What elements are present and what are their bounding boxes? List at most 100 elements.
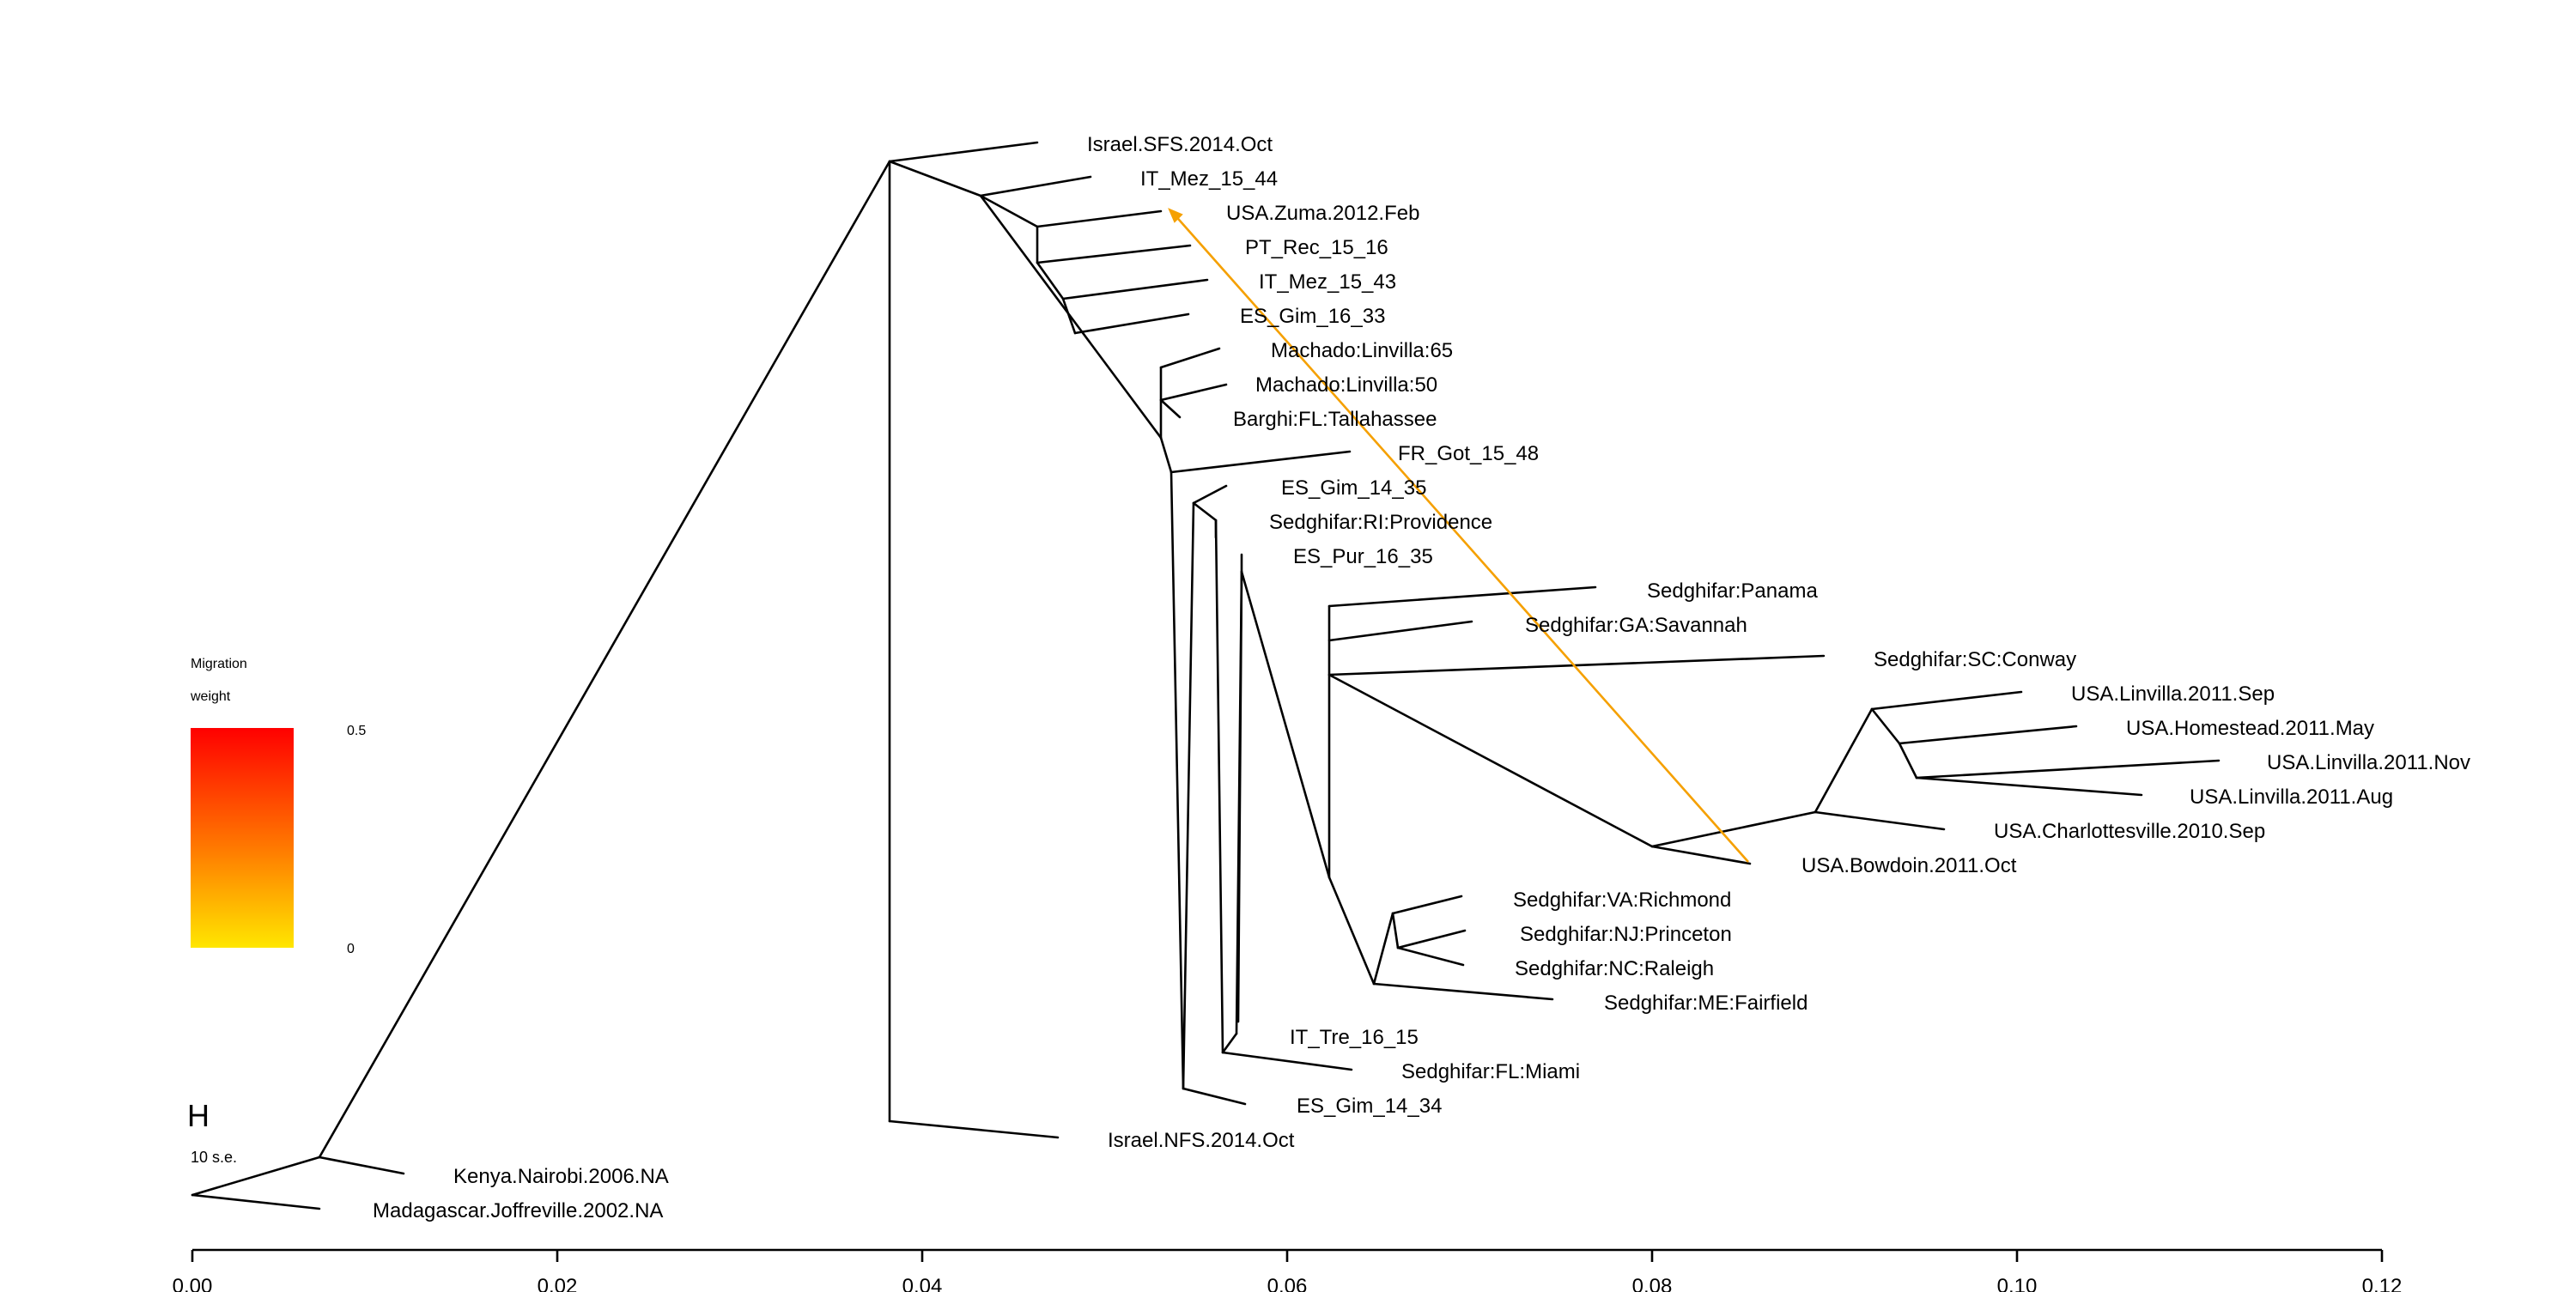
tree-edge <box>1327 654 1826 676</box>
tree-edge <box>1214 519 1224 1054</box>
x-tick-label: 0.04 <box>902 1275 943 1292</box>
tree-edge <box>1159 436 1173 474</box>
tree-edge <box>1650 845 1752 865</box>
scale-indicator: H 10 s.e. <box>187 1098 237 1166</box>
tree-edge <box>1396 946 1465 967</box>
leaf-label: IT_Mez_15_44 <box>1140 167 1278 191</box>
leaf-label: USA.Charlottesville.2010.Sep <box>1994 820 2265 843</box>
tree-edge <box>318 160 891 1159</box>
leaf-label: Sedghifar:VA:Richmond <box>1513 889 1731 912</box>
tree-edge <box>1327 876 1376 986</box>
tree-edge <box>1327 585 1597 608</box>
legend-gradient-bar <box>191 728 294 948</box>
tree-edge <box>1391 912 1400 949</box>
x-tick-label: 0.00 <box>173 1275 213 1292</box>
leaf-label: PT_Rec_15_16 <box>1245 236 1388 259</box>
tree-edge <box>1898 725 2078 745</box>
tree-edge <box>1236 570 1243 1023</box>
leaf-label: USA.Linvilla.2011.Nov <box>2267 751 2470 774</box>
tree-edge <box>1372 912 1394 986</box>
tree-edge <box>979 194 1039 228</box>
leaf-label: ES_Pur_16_35 <box>1293 545 1433 568</box>
tree-edge <box>1814 810 1946 831</box>
tree-edge <box>1915 776 2143 797</box>
tree-edge <box>1192 484 1228 505</box>
tree-edge <box>1372 982 1554 1001</box>
leaf-label: Sedghifar:Panama <box>1647 579 1818 603</box>
leaf-label: USA.Bowdoin.2011.Oct <box>1801 854 2017 877</box>
leaf-label: ES_Gim_14_35 <box>1281 476 1426 500</box>
tree-edge <box>1159 383 1228 402</box>
leaf-label: Sedghifar:FL:Miami <box>1401 1060 1580 1083</box>
leaf-label: Machado:Linvilla:50 <box>1255 373 1437 397</box>
leaf-label: ES_Gim_14_34 <box>1297 1095 1442 1118</box>
tree-edge <box>1182 501 1195 1090</box>
leaf-label: IT_Tre_16_15 <box>1290 1026 1419 1049</box>
legend-min-label: 0 <box>347 942 355 956</box>
tree-edge <box>1061 278 1209 300</box>
tree-edge <box>1915 759 2221 779</box>
leaf-label: USA.Linvilla.2011.Sep <box>2071 682 2275 706</box>
migration-edge <box>1168 208 1749 863</box>
migration-legend: Migration weight 0.5 0 <box>190 657 366 956</box>
x-tick-label: 0.10 <box>1997 1275 2038 1292</box>
tree-edge <box>1870 690 2023 711</box>
legend-title: weight <box>190 689 231 704</box>
tree-edge <box>1221 1032 1238 1054</box>
tree-edge <box>1182 1087 1247 1106</box>
tree-edge <box>1159 347 1221 369</box>
tree-edge <box>191 1156 321 1197</box>
tree-edge <box>888 1119 1060 1139</box>
tree-edge <box>1036 244 1192 264</box>
leaf-label: Kenya.Nairobi.2006.NA <box>453 1165 669 1188</box>
tree-edge <box>1073 312 1190 335</box>
leaf-label: Sedghifar:ME:Fairfield <box>1604 992 1807 1015</box>
tree-edge <box>1870 707 1901 745</box>
leaf-label: Sedghifar:NC:Raleigh <box>1515 957 1714 980</box>
leaf-label: IT_Mez_15_43 <box>1259 270 1396 294</box>
leaf-label: Sedghifar:RI:Providence <box>1269 511 1492 534</box>
tree-edge <box>1036 209 1163 228</box>
tree-edge <box>1240 570 1331 879</box>
leaf-label: Machado:Linvilla:65 <box>1271 339 1453 362</box>
tree-edge <box>1327 673 1654 848</box>
tree-edge <box>888 141 1039 163</box>
leaf-label: FR_Got_15_48 <box>1398 442 1539 465</box>
tree-edge <box>1327 620 1473 642</box>
leaf-label: Sedghifar:GA:Savannah <box>1525 614 1747 637</box>
tree-edge <box>1159 398 1182 419</box>
scale-symbol: H <box>187 1098 210 1133</box>
leaf-label: Madagascar.Joffreville.2002.NA <box>373 1199 663 1222</box>
leaf-label: Israel.SFS.2014.Oct <box>1087 133 1273 156</box>
leaf-label: Barghi:FL:Tallahassee <box>1233 408 1437 431</box>
x-tick-label: 0.08 <box>1632 1275 1673 1292</box>
leaf-label: Israel.NFS.2014.Oct <box>1108 1129 1295 1152</box>
tree-edge <box>191 1193 321 1210</box>
tree-edge <box>1036 261 1065 300</box>
legend-title: Migration <box>191 657 247 671</box>
leaf-label: USA.Homestead.2011.May <box>2126 717 2374 740</box>
x-axis: 0.00 0.02 0.04 0.06 0.08 0.10 0.12 <box>173 1248 2403 1292</box>
tree-edge <box>1814 707 1874 814</box>
legend-max-label: 0.5 <box>347 724 366 738</box>
x-tick-label: 0.06 <box>1267 1275 1308 1292</box>
tree-edge <box>1898 742 1918 779</box>
scale-label: 10 s.e. <box>191 1149 237 1166</box>
leaf-label: ES_Gim_16_33 <box>1240 305 1385 328</box>
tree-edges <box>191 141 2221 1210</box>
leaf-label: Sedghifar:NJ:Princeton <box>1520 923 1732 946</box>
tree-edge <box>318 1156 405 1175</box>
tree-edge <box>1170 470 1185 1090</box>
tree-edge <box>888 160 982 197</box>
leaf-label: USA.Linvilla.2011.Aug <box>2190 786 2393 809</box>
tree-edge <box>1170 450 1352 474</box>
leaf-labels: Israel.SFS.2014.Oct IT_Mez_15_44 USA.Zum… <box>373 133 2470 1222</box>
tree-edge <box>1391 895 1463 915</box>
leaf-label: Sedghifar:SC:Conway <box>1874 648 2076 671</box>
tree-edge <box>1192 501 1218 522</box>
tree-edge <box>979 175 1092 197</box>
tree-edge <box>1396 929 1467 949</box>
x-tick-label: 0.12 <box>2362 1275 2403 1292</box>
tree-edge <box>1650 810 1817 848</box>
